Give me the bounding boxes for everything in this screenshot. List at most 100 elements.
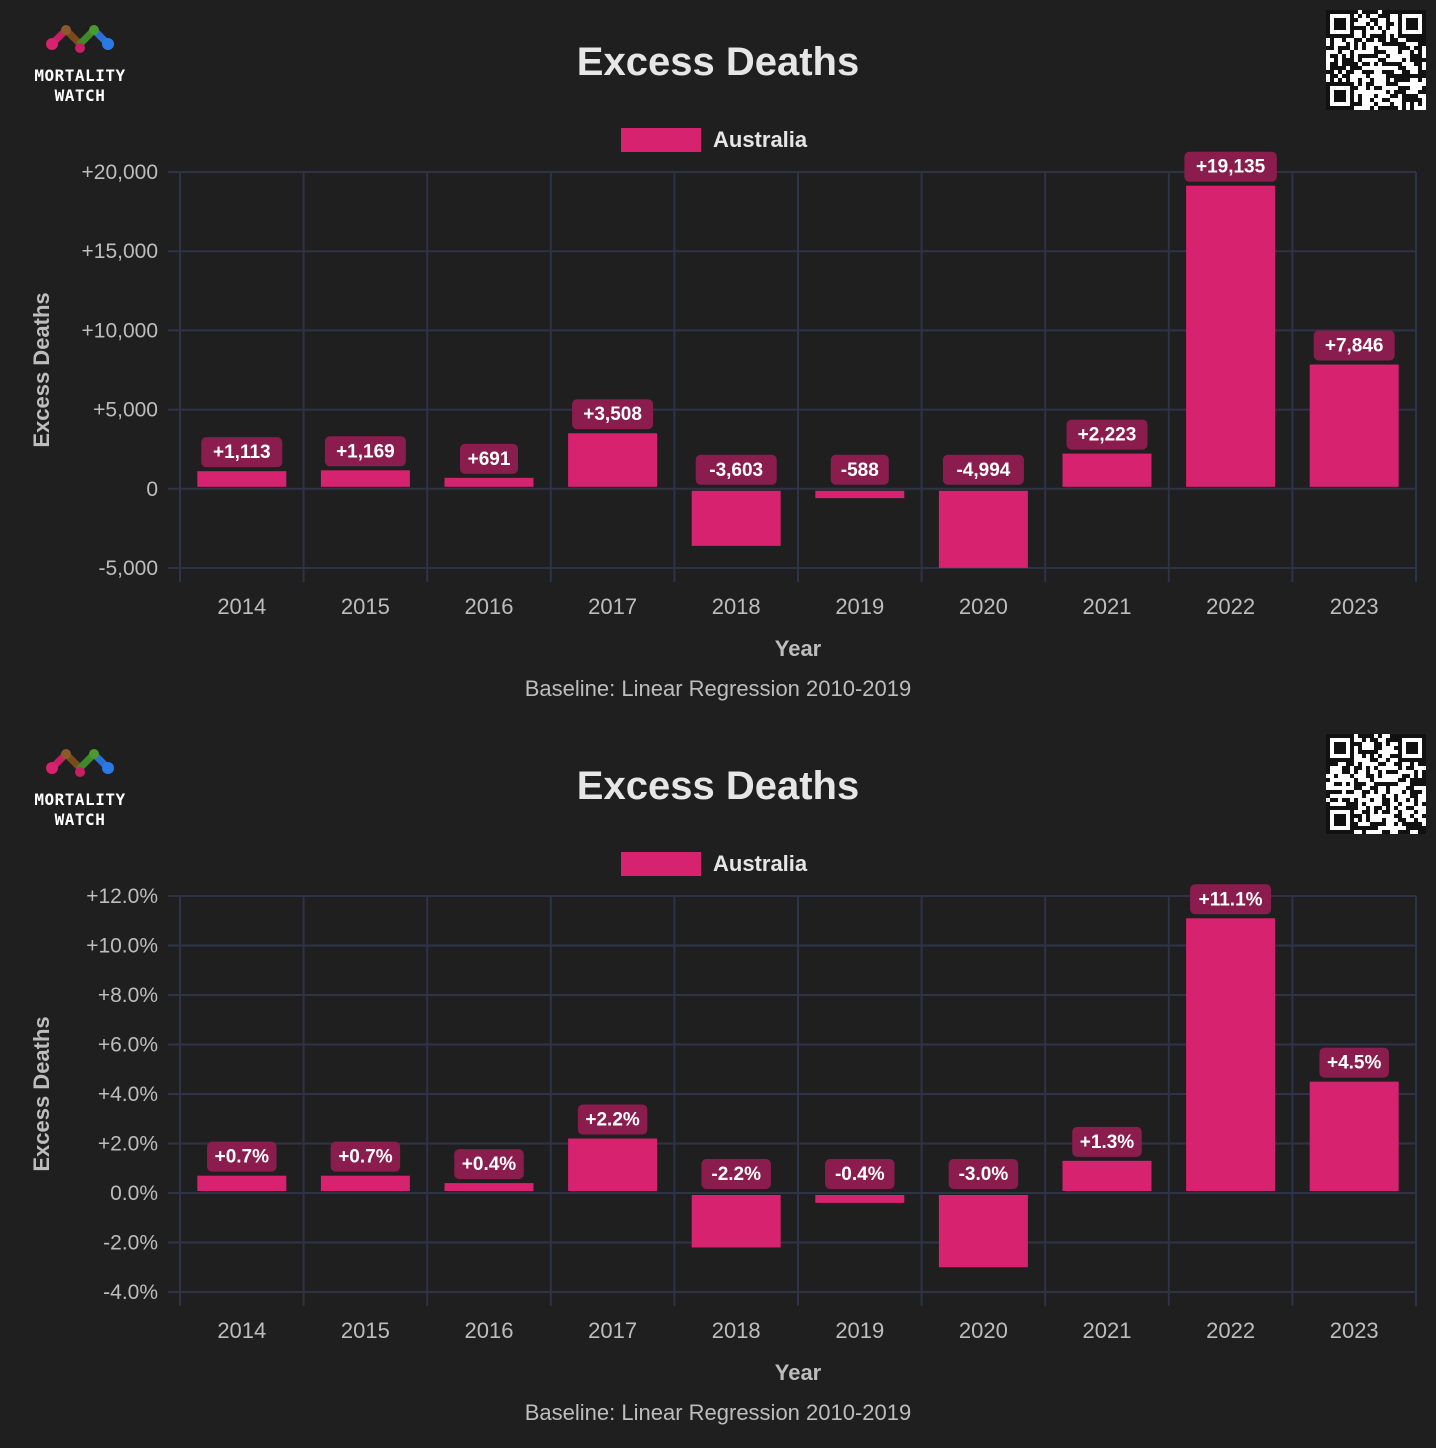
data-label: +0.7% bbox=[338, 1147, 393, 1168]
data-label-bg bbox=[825, 1159, 895, 1189]
y-tick-label: +4.0% bbox=[98, 1083, 158, 1106]
bar-2015[interactable] bbox=[320, 1175, 410, 1191]
bar-2020[interactable] bbox=[938, 490, 1028, 568]
plot-area: +12.0% +10.0% +8.0% +6.0% +4.0% +2.0% 0.0% -2.0… bbox=[29, 884, 1417, 1385]
x-tick-label: 2016 bbox=[465, 594, 514, 619]
data-label: -3,603 bbox=[709, 460, 763, 481]
legend-label: Australia bbox=[713, 851, 808, 876]
mortality-watch-logo[interactable]: MORTALITY WATCH bbox=[18, 744, 142, 836]
data-label: +1,113 bbox=[213, 442, 271, 463]
bar-2020[interactable] bbox=[938, 1195, 1028, 1268]
bar-2016[interactable] bbox=[444, 1183, 534, 1191]
x-tick-label: 2018 bbox=[712, 1318, 761, 1343]
legend-swatch bbox=[621, 852, 701, 876]
x-tick-label: 2021 bbox=[1083, 594, 1132, 619]
bar-2017[interactable] bbox=[568, 433, 658, 487]
y-tick-label: +20,000 bbox=[82, 161, 159, 184]
data-label-bg bbox=[330, 1141, 401, 1172]
legend-swatch bbox=[621, 128, 701, 152]
bar-2019[interactable] bbox=[815, 490, 905, 499]
data-label: +7,846 bbox=[1325, 336, 1384, 357]
data-label: -588 bbox=[841, 460, 879, 481]
y-tick-label: -5,000 bbox=[98, 557, 158, 580]
y-tick-label: +10,000 bbox=[82, 319, 159, 342]
data-label: +0.4% bbox=[462, 1154, 517, 1175]
y-axis-title: Excess Deaths bbox=[29, 292, 54, 447]
y-tick-label: +12.0% bbox=[86, 885, 158, 908]
x-tick-label: 2016 bbox=[465, 1318, 514, 1343]
data-label-bg bbox=[1319, 1047, 1389, 1078]
data-label: +1.3% bbox=[1080, 1132, 1135, 1153]
x-axis-title: Year bbox=[775, 636, 822, 661]
bar-2018[interactable] bbox=[691, 490, 781, 546]
bar-2022[interactable] bbox=[1186, 918, 1276, 1191]
data-label-bg bbox=[942, 454, 1024, 485]
y-tick-label: +5,000 bbox=[93, 399, 158, 422]
data-label-bg bbox=[830, 454, 889, 485]
logo-molecule-icon bbox=[46, 25, 114, 53]
x-tick-label: 2023 bbox=[1330, 594, 1379, 619]
bar-2016[interactable] bbox=[444, 477, 534, 487]
x-tick-label: 2015 bbox=[341, 594, 390, 619]
bar-2014[interactable] bbox=[197, 1175, 287, 1191]
x-tick-label: 2022 bbox=[1206, 1318, 1255, 1343]
bar-2019[interactable] bbox=[815, 1195, 905, 1203]
bar-2015[interactable] bbox=[320, 470, 410, 487]
chart-panel-absolute: MORTALITY WATCH Excess Deaths Australia … bbox=[18, 10, 1426, 701]
data-label-bg bbox=[207, 1141, 277, 1172]
bar-2017[interactable] bbox=[568, 1138, 658, 1191]
data-label-bg bbox=[1190, 884, 1272, 915]
x-tick-label: 2017 bbox=[588, 1318, 637, 1343]
bar-2021[interactable] bbox=[1062, 1160, 1152, 1191]
baseline-note: Baseline: Linear Regression 2010-2019 bbox=[524, 1400, 912, 1425]
data-label-bg bbox=[1072, 1126, 1142, 1157]
y-tick-label: +2.0% bbox=[98, 1133, 158, 1156]
x-tick-label: 2023 bbox=[1330, 1318, 1379, 1343]
bar-2023[interactable] bbox=[1309, 1081, 1399, 1191]
bar-2021[interactable] bbox=[1062, 453, 1152, 487]
x-tick-label: 2015 bbox=[341, 1318, 390, 1343]
qr-code-icon[interactable] bbox=[1326, 734, 1426, 834]
data-label-bg bbox=[324, 436, 406, 467]
bar-2018[interactable] bbox=[691, 1195, 781, 1248]
y-axis-title: Excess Deaths bbox=[29, 1016, 54, 1171]
bar-2023[interactable] bbox=[1309, 364, 1399, 487]
logo-text-line1: MORTALITY bbox=[34, 66, 126, 85]
y-tick-label: +6.0% bbox=[98, 1034, 158, 1057]
x-tick-label: 2019 bbox=[835, 1318, 884, 1343]
x-tick-label: 2019 bbox=[835, 594, 884, 619]
x-tick-label: 2014 bbox=[217, 594, 266, 619]
data-label-bg bbox=[460, 443, 518, 474]
data-label: +3,508 bbox=[583, 404, 642, 425]
data-label-bg bbox=[695, 454, 777, 485]
data-label: +2.2% bbox=[585, 1110, 640, 1131]
qr-code-icon[interactable] bbox=[1326, 10, 1426, 110]
data-label: +2,223 bbox=[1078, 425, 1137, 446]
x-tick-label: 2021 bbox=[1083, 1318, 1132, 1343]
chart-panel-percent: MORTALITY WATCH Excess Deaths Australia … bbox=[0, 724, 1436, 1448]
y-tick-label: 0.0% bbox=[110, 1182, 158, 1205]
x-axis-title: Year bbox=[775, 1360, 822, 1385]
data-label: -4,994 bbox=[956, 460, 1010, 481]
data-label: -3.0% bbox=[959, 1164, 1009, 1185]
data-label: +4.5% bbox=[1327, 1053, 1382, 1074]
bar-2022[interactable] bbox=[1186, 185, 1276, 487]
data-label-bg bbox=[1066, 419, 1148, 450]
logo-text-line2: WATCH bbox=[54, 86, 106, 105]
data-label-bg bbox=[1184, 151, 1277, 182]
y-tick-label: 0 bbox=[146, 478, 158, 501]
logo-text-line2: WATCH bbox=[54, 810, 106, 829]
x-tick-label: 2014 bbox=[217, 1318, 266, 1343]
data-label: +11.1% bbox=[1199, 889, 1263, 910]
mortality-watch-logo[interactable]: MORTALITY WATCH bbox=[18, 20, 142, 112]
y-tick-label: +15,000 bbox=[82, 240, 159, 263]
bar-2014[interactable] bbox=[197, 471, 287, 487]
x-tick-label: 2018 bbox=[712, 594, 761, 619]
y-tick-label: -4.0% bbox=[103, 1281, 158, 1304]
x-tick-label: 2022 bbox=[1206, 594, 1255, 619]
data-label-bg bbox=[577, 1104, 648, 1135]
data-label: +1,169 bbox=[336, 441, 395, 462]
data-label: +19,135 bbox=[1196, 157, 1266, 178]
chart-title: Excess Deaths bbox=[576, 764, 860, 808]
plot-area: +20,000 +15,000 +10,000 +5,000 0 -5,000 +1,113… bbox=[29, 151, 1417, 661]
